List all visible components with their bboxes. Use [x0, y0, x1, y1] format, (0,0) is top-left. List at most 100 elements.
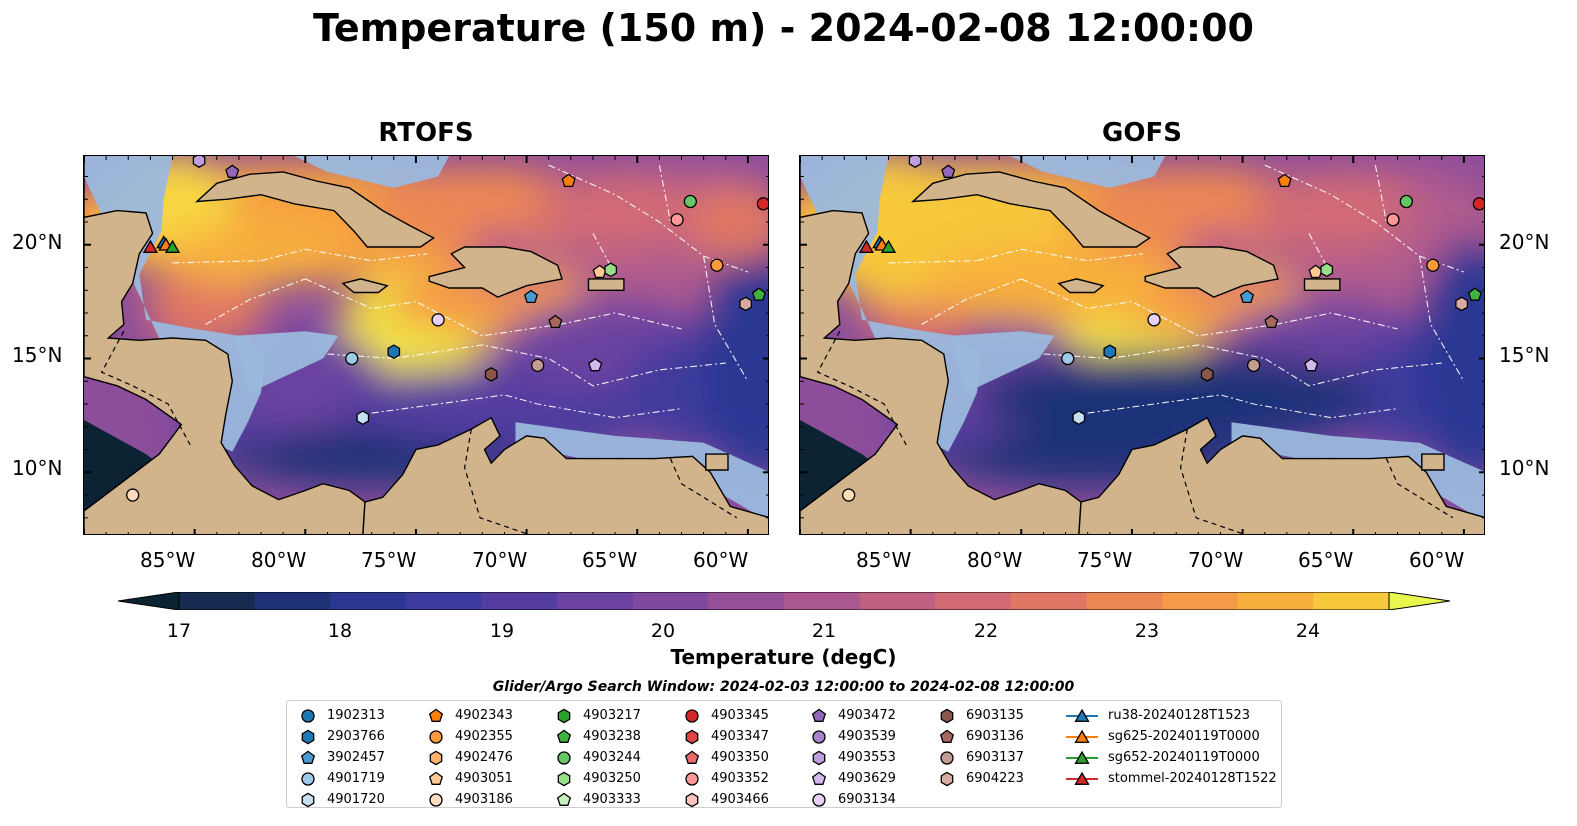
colorbar-extend-high [1388, 592, 1450, 610]
glider-marker-sg652 [164, 239, 181, 253]
float-marker-4903238 [751, 287, 766, 301]
hexagon-marker-icon [940, 708, 954, 723]
legend-item-label: 4903352 [711, 771, 769, 786]
legend-item-label: 4903553 [838, 750, 896, 765]
float-marker-4903244 [683, 194, 697, 209]
legend-item-label: 6904223 [966, 771, 1024, 786]
colorbar-bin [1237, 592, 1314, 610]
legend-item: 4903629 [808, 768, 896, 789]
circle-marker-icon [940, 750, 954, 765]
pentagon-marker-icon [428, 708, 444, 722]
panel-title-gofs: GOFS [1102, 118, 1182, 148]
legend-item: 4903238 [553, 726, 641, 747]
circle-marker-icon [812, 792, 826, 807]
hexagon-marker-icon [301, 729, 315, 744]
legend-item: 4903347 [681, 726, 769, 747]
triangle-marker-icon [1066, 750, 1098, 764]
float-marker-4903352 [670, 213, 684, 227]
legend-item-label: 4903186 [455, 792, 513, 807]
map-canvas [84, 156, 768, 534]
hexagon-marker-icon [557, 771, 571, 786]
map-panel-gofs[interactable] [799, 155, 1485, 535]
pentagon-marker-icon [556, 792, 572, 806]
circle-marker-icon [557, 750, 571, 765]
float-marker-4903352 [1386, 213, 1400, 227]
legend-item-label: 1902313 [327, 708, 385, 723]
hexagon-marker-icon [940, 771, 954, 786]
hexagon-marker-icon [301, 792, 315, 807]
legend-item: 6903137 [936, 747, 1024, 768]
lon-tick-label: 70°W [1188, 548, 1244, 572]
legend-item: 4902476 [425, 747, 513, 768]
pentagon-marker-icon [300, 750, 316, 764]
legend-item: 4903186 [425, 789, 513, 810]
float-marker-4903250 [604, 262, 618, 278]
legend-item-label: 4903250 [583, 771, 641, 786]
circle-marker-icon [685, 771, 699, 786]
colorbar-tick-label: 22 [973, 620, 999, 642]
lon-tick-label: 65°W [1298, 548, 1354, 572]
lat-tick-label: 20°N [12, 230, 63, 254]
legend-item-label: 4903238 [583, 729, 641, 744]
colorbar-tick-label: 20 [650, 620, 676, 642]
pentagon-marker-icon [300, 750, 316, 764]
legend-item: ru38-20240128T1523 [1064, 705, 1277, 726]
circle-marker-icon [685, 771, 699, 786]
legend-item-label: 4903051 [455, 771, 513, 786]
float-marker-4902343 [561, 173, 576, 188]
triangle-marker-icon [1066, 729, 1098, 743]
colorbar-bin [935, 592, 1012, 610]
legend-item: 6903135 [936, 705, 1024, 726]
float-marker-4901719 [345, 351, 359, 366]
float-marker-4903345 [1472, 197, 1484, 211]
pentagon-marker-icon [811, 708, 827, 722]
hexagon-marker-icon [812, 750, 826, 765]
legend-item-label: 4902343 [455, 708, 513, 723]
colorbar-bin [859, 592, 936, 610]
legend-item: 4903553 [808, 747, 896, 768]
float-marker-4903472 [225, 164, 240, 178]
legend-item: 4901720 [297, 789, 385, 810]
panel-title-rtofs: RTOFS [378, 118, 474, 148]
pentagon-marker-icon [428, 771, 444, 785]
legend-item-label: 4903345 [711, 708, 769, 723]
legend-item: 1902313 [297, 705, 385, 726]
legend-item: 3902457 [297, 747, 385, 768]
legend-column: 6903135 6903136 6903137 6904223 [936, 705, 1024, 789]
hexagon-marker-icon [429, 750, 443, 765]
glider-marker-stommel [858, 239, 875, 253]
legend-column: ru38-20240128T1523 sg625-20240119T0000 sg6… [1064, 705, 1277, 789]
colorbar-bin [1313, 592, 1390, 610]
legend-item: 4903472 [808, 705, 896, 726]
float-marker-4901719 [1061, 351, 1075, 366]
map-panel-rtofs[interactable] [83, 155, 769, 535]
float-marker-4903553 [908, 156, 922, 168]
lon-tick-label: 85°W [856, 548, 912, 572]
pentagon-marker-icon [939, 729, 955, 743]
float-marker-4903250 [1320, 262, 1334, 278]
legend-item: sg652-20240119T0000 [1064, 747, 1277, 768]
colorbar-bin [179, 592, 256, 610]
legend-column: 4902343 4902355 4902476 4903051 4903186 [425, 705, 513, 810]
legend-column: 4903472 4903539 4903553 4903629 6903134 [808, 705, 896, 810]
hexagon-marker-icon [940, 708, 954, 723]
float-marker-6903136 [1264, 314, 1279, 329]
colorbar-bin [405, 592, 482, 610]
hexagon-marker-icon [429, 750, 443, 765]
legend-item-label: 6903136 [966, 729, 1024, 744]
float-marker-2903766 [1103, 344, 1117, 360]
lon-tick-label: 60°W [693, 548, 749, 572]
lon-tick-label: 60°W [1409, 548, 1465, 572]
legend-column: 4903217 4903238 4903244 4903250 4903333 [553, 705, 641, 810]
float-marker-6903134 [431, 313, 445, 327]
legend-item-label: ru38-20240128T1523 [1108, 708, 1251, 723]
circle-marker-icon [429, 792, 443, 807]
colorbar-bin [330, 592, 407, 610]
legend-column: 1902313 2903766 3902457 4901719 4901720 [297, 705, 385, 810]
legend-item-label: 4901719 [327, 771, 385, 786]
lon-tick-label: 65°W [582, 548, 638, 572]
circle-marker-icon [812, 729, 826, 744]
hexagon-marker-icon [685, 792, 699, 807]
float-marker-6903137 [530, 358, 545, 372]
legend-item-label: 2903766 [327, 729, 385, 744]
